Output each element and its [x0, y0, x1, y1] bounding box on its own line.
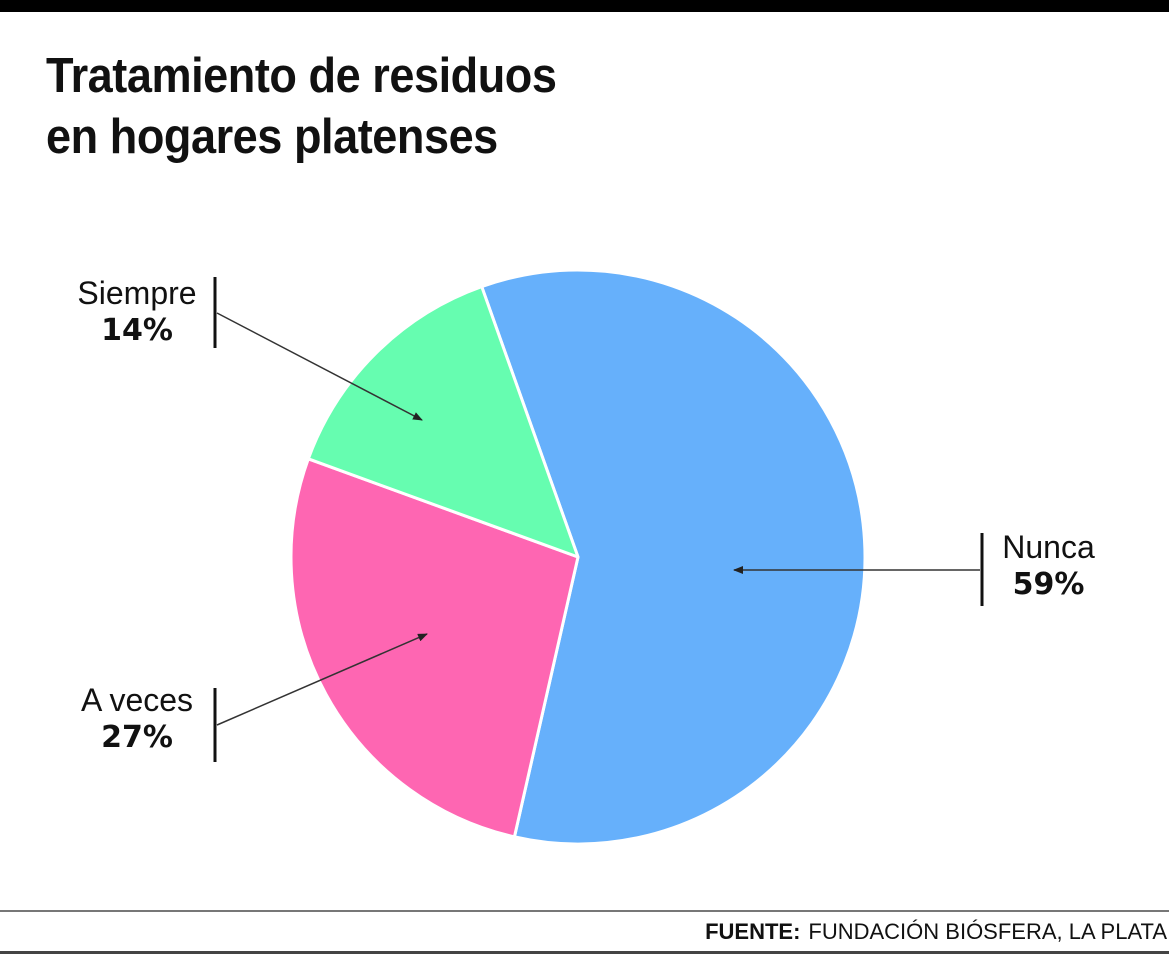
- footer-divider-bottom: [0, 951, 1169, 954]
- source-value: FUNDACIÓN BIÓSFERA, LA PLATA: [808, 919, 1167, 944]
- callout-a-veces: [213, 633, 428, 762]
- label-nunca-name: Nunca: [1002, 529, 1095, 565]
- top-border-bar: [0, 0, 1169, 12]
- label-nunca: Nunca 59%: [986, 528, 1111, 604]
- label-a-veces: A veces 27%: [62, 681, 212, 757]
- callout-nunca: [733, 533, 984, 606]
- pie-slices: [289, 268, 867, 846]
- source-credit: FUENTE: FUNDACIÓN BIÓSFERA, LA PLATA: [705, 918, 1167, 946]
- callout-siempre: [213, 277, 423, 421]
- title-line-1: Tratamiento de residuos: [46, 49, 557, 103]
- pie-slice-nunca: [480, 268, 867, 846]
- chart-title: Tratamiento de residuos en hogares plate…: [46, 46, 557, 168]
- label-siempre-pct: 14%: [101, 313, 173, 348]
- label-nunca-pct: 59%: [1012, 567, 1085, 602]
- source-label: FUENTE:: [705, 919, 801, 944]
- label-siempre: Siempre 14%: [62, 274, 212, 350]
- label-siempre-name: Siempre: [77, 275, 197, 311]
- footer-divider-top: [0, 910, 1169, 912]
- pie-slice-a-veces: [289, 457, 580, 839]
- pie-slice-siempre: [306, 285, 580, 559]
- title-line-2: en hogares platenses: [46, 110, 498, 164]
- label-a-veces-name: A veces: [80, 682, 194, 718]
- label-a-veces-pct: 27%: [101, 720, 173, 755]
